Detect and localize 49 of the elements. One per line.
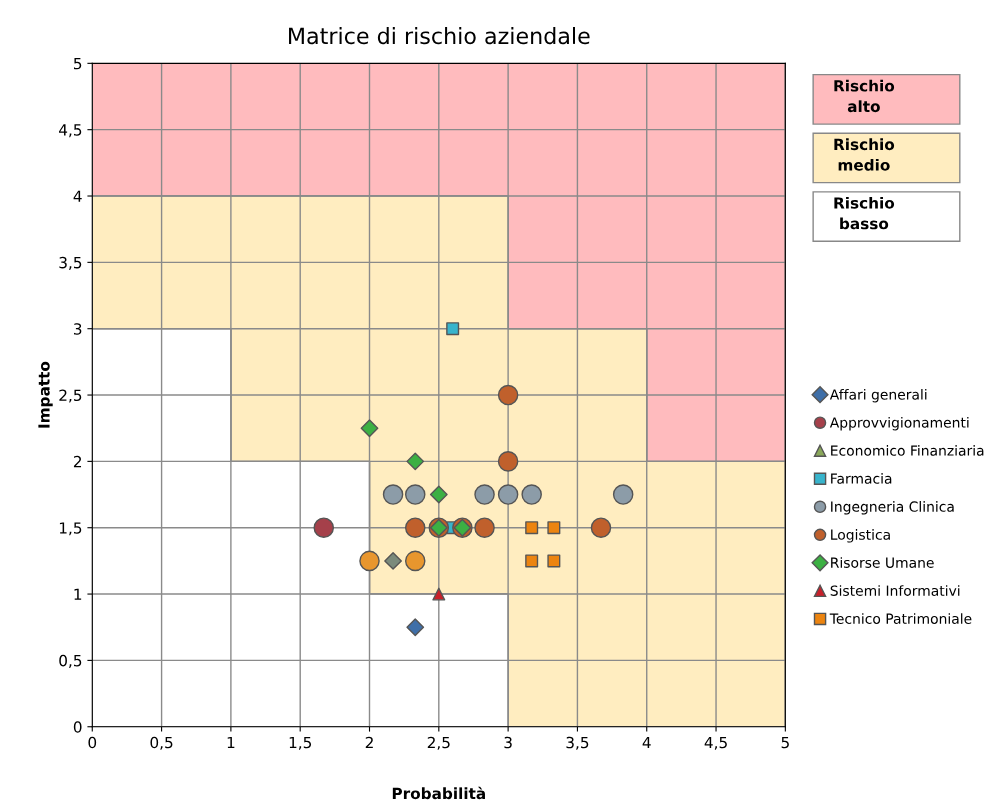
legend-label: Farmacia xyxy=(831,473,892,484)
point xyxy=(446,322,460,336)
x-tick-label: 0 xyxy=(88,736,97,749)
point xyxy=(525,554,539,568)
y-tick-label: 3 xyxy=(74,323,82,335)
legend-label: Economico Finanziaria xyxy=(831,445,984,456)
y-tick-label: 3,5 xyxy=(59,256,82,270)
y-tick-label: 0 xyxy=(73,721,82,733)
point xyxy=(547,554,561,568)
text: Rischio medio xyxy=(834,138,895,171)
legend-label: Logistica xyxy=(831,529,890,543)
x-tick-label: 4 xyxy=(642,736,651,749)
point xyxy=(547,521,561,535)
point xyxy=(406,452,425,471)
y-tick-label: 4 xyxy=(73,190,82,202)
x-tick-label: 3 xyxy=(504,736,512,749)
legend-label: Sistemi Informativi xyxy=(830,585,960,596)
y-tick-label: 1 xyxy=(74,588,82,600)
x-tick-label: 4,5 xyxy=(704,736,727,750)
y-tick-label: 2,5 xyxy=(59,389,82,403)
y-tick-label: 5 xyxy=(74,58,82,70)
legend-label: Approvvigionamenti xyxy=(829,417,969,431)
point xyxy=(406,618,425,637)
x-tick-label: 2,5 xyxy=(427,736,450,750)
legend-label: Affari generali xyxy=(829,389,927,403)
legend-label: Tecnico Patrimoniale xyxy=(829,613,972,624)
y-tick-label: 2 xyxy=(73,455,82,468)
point xyxy=(525,521,539,535)
point xyxy=(429,485,448,504)
x-tick-label: 1,5 xyxy=(289,736,312,750)
legend-label: Ingegneria Clinica xyxy=(831,501,954,515)
legend-label: Risorse Umane xyxy=(831,557,934,568)
point xyxy=(360,419,379,438)
x-tick-label: 2 xyxy=(365,736,373,749)
text: Rischio basso xyxy=(834,196,895,230)
point xyxy=(384,551,402,570)
y-tick-label: 1,5 xyxy=(59,522,82,536)
chart-title: Matrice di rischio aziendale xyxy=(289,27,590,45)
y-tick-label: 0,5 xyxy=(59,654,82,668)
x-axis-title: Probabilità xyxy=(392,786,485,800)
x-tick-label: 0,5 xyxy=(150,736,173,750)
x-tick-label: 5 xyxy=(781,736,789,749)
y-tick-label: 4,5 xyxy=(59,124,82,138)
point xyxy=(313,517,335,538)
x-tick-label: 3,5 xyxy=(566,736,589,750)
x-tick-label: 1 xyxy=(227,736,235,749)
text: Rischio alto xyxy=(834,79,895,113)
point xyxy=(432,587,446,601)
y-axis-title: Impatto xyxy=(38,361,53,428)
